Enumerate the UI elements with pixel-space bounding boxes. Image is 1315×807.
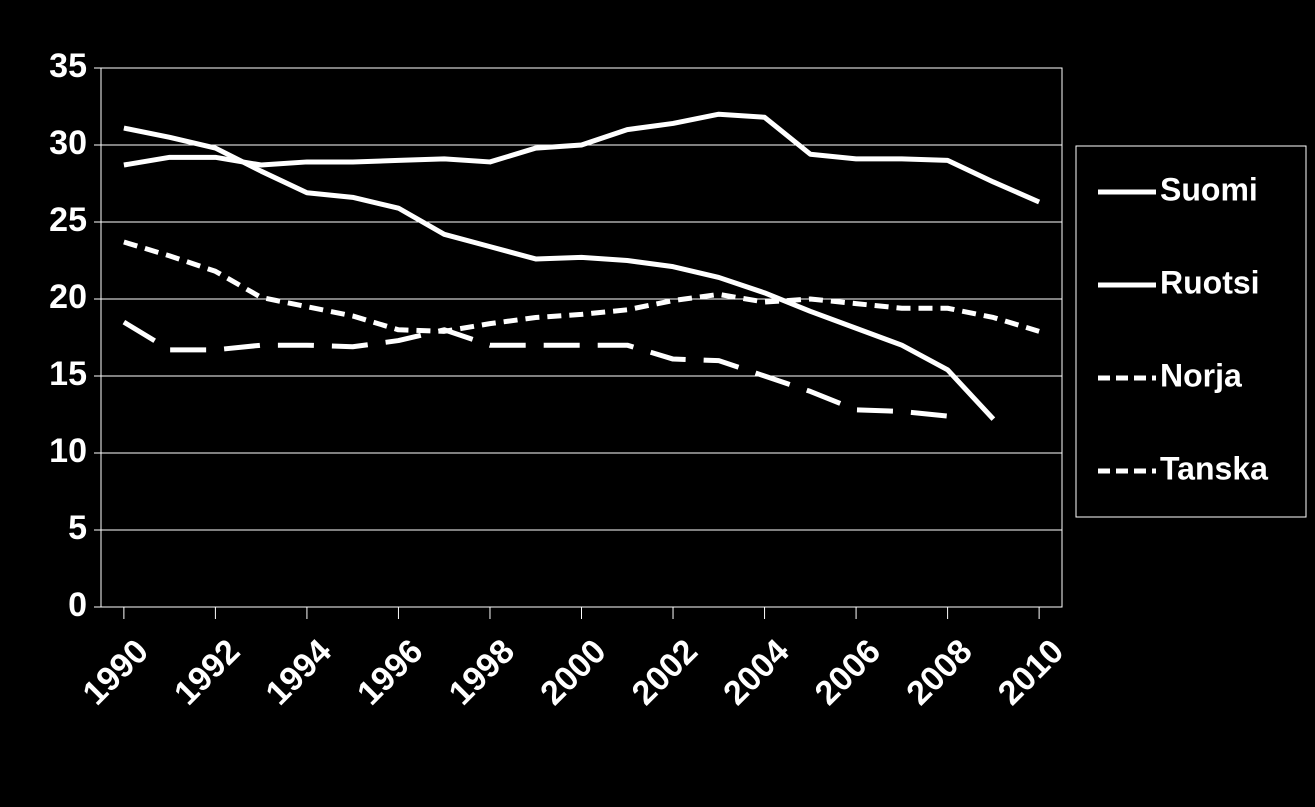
y-tick-label: 15 [49, 355, 87, 393]
x-tick-label: 2002 [625, 632, 705, 712]
legend-label: Ruotsi [1160, 264, 1260, 300]
x-tick-label: 1992 [167, 632, 247, 712]
legend-label: Suomi [1160, 171, 1258, 207]
x-tick-label: 2010 [991, 632, 1071, 712]
x-tick-label: 2004 [716, 632, 796, 712]
plot-area [100, 67, 1063, 608]
y-tick-label: 20 [49, 278, 87, 316]
series-line [123, 125, 996, 421]
legend-label: Norja [1160, 357, 1242, 393]
x-tick-label: 2000 [533, 632, 613, 712]
series-line [123, 239, 1040, 334]
legend-box [1075, 145, 1307, 518]
x-tick-label: 1994 [259, 632, 339, 712]
y-tick-label: 25 [49, 201, 87, 239]
series-line [122, 319, 948, 419]
y-tick-label: 30 [49, 124, 87, 162]
y-tick-label: 10 [49, 432, 87, 470]
y-tick-label: 5 [68, 509, 87, 547]
x-tick-label: 1990 [76, 632, 156, 712]
series-line [123, 111, 1041, 205]
y-tick-label: 0 [68, 586, 87, 624]
y-tick-label: 35 [49, 47, 87, 85]
legend-label: Tanska [1160, 450, 1268, 486]
x-tick-label: 2006 [808, 632, 888, 712]
x-tick-label: 1996 [350, 632, 430, 712]
x-tick-label: 1998 [442, 632, 522, 712]
x-tick-label: 2008 [899, 632, 979, 712]
